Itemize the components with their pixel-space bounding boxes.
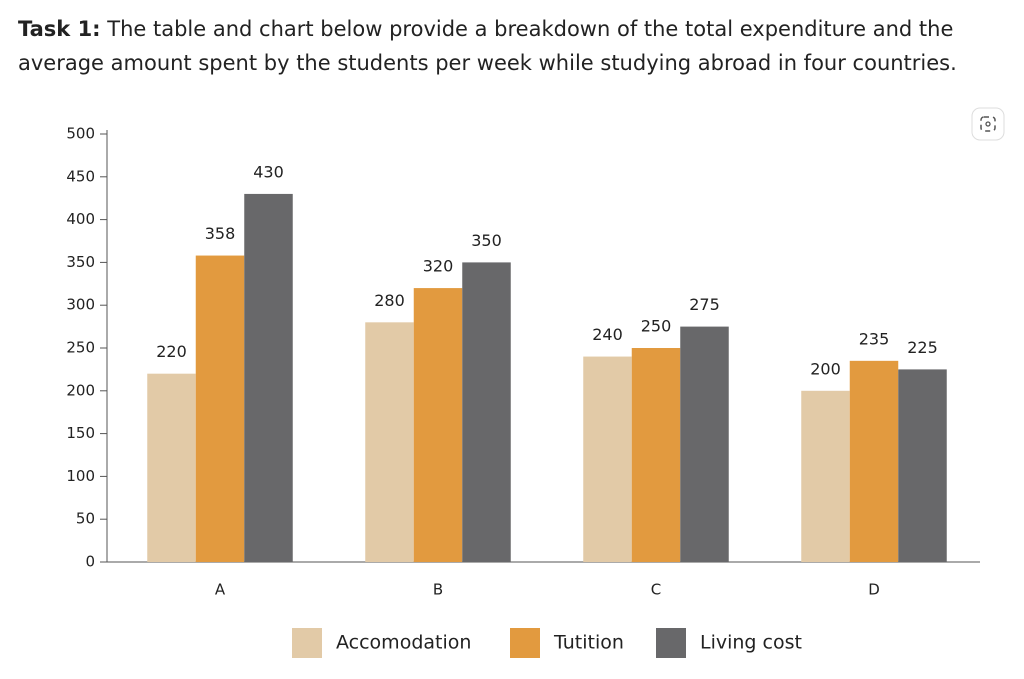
value-label: 358: [205, 224, 236, 243]
legend-label: Living cost: [700, 632, 802, 654]
bar: [801, 390, 850, 562]
x-tick-label: A: [215, 581, 226, 599]
y-tick-label: 500: [66, 125, 95, 143]
bar: [462, 262, 511, 562]
bar: [898, 369, 947, 562]
bar: [244, 193, 293, 563]
y-tick-label: 200: [66, 381, 95, 399]
legend-swatch: [656, 628, 686, 658]
value-label: 350: [471, 231, 502, 250]
value-label: 250: [641, 317, 672, 336]
y-tick-label: 300: [66, 296, 95, 314]
value-label: 280: [374, 291, 405, 310]
legend-label: Accomodation: [336, 632, 471, 654]
legend-label: Tutition: [553, 632, 624, 654]
task-text: The table and chart below provide a brea…: [18, 17, 957, 75]
bar: [413, 288, 463, 562]
bar: [583, 356, 632, 562]
y-tick-label: 450: [66, 167, 95, 185]
x-tick-label: B: [433, 581, 443, 599]
value-label: 240: [592, 325, 623, 344]
y-tick-label: 400: [66, 210, 95, 228]
y-tick-label: 150: [66, 424, 95, 442]
bar: [365, 322, 414, 562]
value-label: 275: [689, 295, 720, 314]
value-label: 200: [810, 359, 841, 378]
bar: [195, 255, 245, 562]
bar: [147, 373, 196, 562]
y-tick-label: 350: [66, 253, 95, 271]
task-label: Task 1:: [18, 17, 101, 41]
y-tick-label: 50: [76, 510, 95, 528]
y-tick-label: 100: [66, 467, 95, 485]
y-tick-label: 250: [66, 339, 95, 357]
value-label: 225: [907, 338, 938, 357]
bar: [849, 360, 899, 562]
x-tick-label: D: [868, 581, 880, 599]
expand-icon[interactable]: [971, 107, 1005, 141]
bar: [631, 348, 681, 562]
legend-swatch: [292, 628, 322, 658]
value-label: 430: [253, 162, 284, 181]
legend-swatch: [510, 628, 540, 658]
value-label: 320: [423, 257, 454, 276]
task-statement: Task 1: The table and chart below provid…: [18, 12, 1018, 80]
y-tick-label: 0: [85, 553, 95, 571]
x-tick-label: C: [651, 581, 661, 599]
value-label: 220: [156, 342, 187, 361]
value-label: 235: [859, 329, 890, 348]
bar: [680, 326, 729, 562]
